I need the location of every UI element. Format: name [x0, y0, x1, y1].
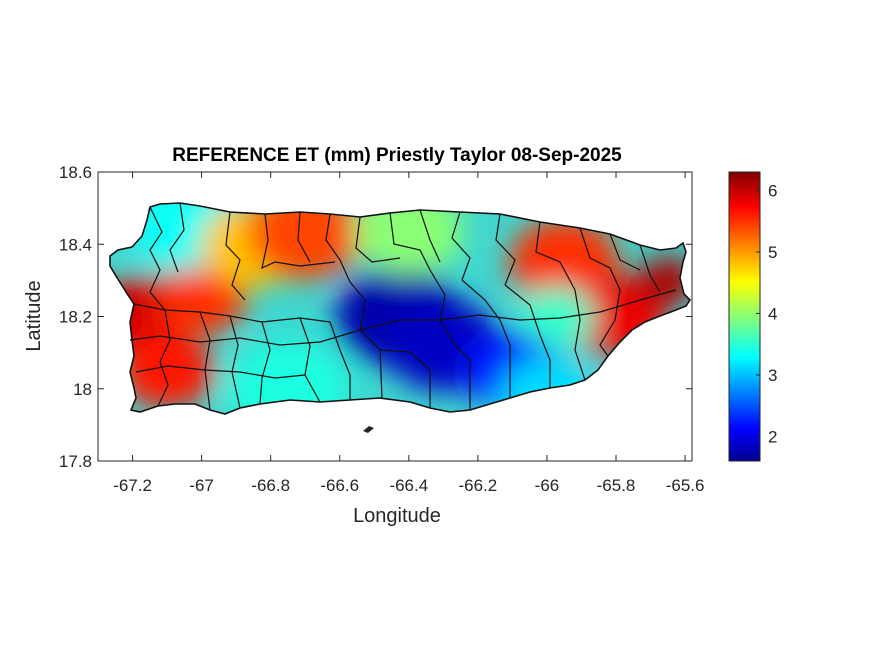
colorbar-tick-label: 2	[768, 427, 777, 446]
island-coastline	[109, 202, 692, 415]
x-axis-ticks: -67.2 -67 -66.8 -66.6 -66.4 -66.2 -66 -65.8 -65.…	[113, 172, 704, 495]
boundary-line	[355, 216, 401, 263]
boundary-line	[199, 311, 211, 411]
boundary-line	[574, 289, 586, 381]
colorbar-tick-label: 5	[768, 243, 777, 262]
colorbar	[728, 171, 761, 462]
boundary-line	[419, 209, 441, 263]
boundary-line	[429, 269, 471, 410]
boundary-line	[329, 321, 351, 400]
x-tick-label: -66	[535, 476, 560, 495]
boundary-line	[504, 284, 551, 388]
y-tick-label: 18.2	[59, 308, 92, 327]
boundary-line	[261, 213, 336, 270]
boundary-line	[225, 211, 246, 301]
boundary-line	[609, 233, 641, 271]
boundary-line	[461, 279, 511, 398]
x-tick-label: -66.8	[251, 476, 290, 495]
y-tick-label: 18.6	[59, 163, 92, 182]
boundary-line	[129, 329, 361, 346]
chart-title: REFERENCE ET (mm) Priestly Taylor 08-Sep…	[172, 145, 622, 166]
boundary-line	[579, 227, 621, 291]
boundary-line	[599, 289, 621, 357]
colorbar-tick-label: 3	[768, 366, 777, 385]
boundary-line	[535, 221, 576, 291]
colorbar-tick-label: 6	[768, 181, 777, 200]
municipal-boundaries	[129, 202, 677, 411]
boundary-line	[379, 349, 431, 408]
boundary-line	[639, 244, 661, 293]
x-tick-label: -65.8	[597, 476, 636, 495]
x-tick-label: -66.6	[320, 476, 359, 495]
heat-region-east-interior	[519, 286, 595, 347]
boundary-line	[325, 213, 351, 283]
boundary-line	[259, 321, 271, 405]
colorbar-ticks: 2 3 4 5 6	[756, 181, 777, 446]
boundary-line	[297, 211, 311, 263]
boundary-line	[451, 211, 471, 281]
boundary-line	[229, 315, 241, 409]
colorbar-tick-label: 4	[768, 304, 777, 323]
heat-region-southwest	[119, 332, 215, 409]
heat-region-western-interior	[156, 262, 247, 335]
x-tick-label: -65.6	[666, 476, 705, 495]
x-axis-label: Longitude	[353, 505, 441, 527]
x-tick-label: -67	[189, 476, 214, 495]
boundary-line	[157, 309, 171, 407]
x-tick-label: -67.2	[113, 476, 152, 495]
boundary-line	[495, 213, 516, 286]
x-tick-label: -66.2	[459, 476, 498, 495]
boundary-line	[149, 206, 166, 311]
y-axis-ticks: 17.8 18 18.2 18.4 18.6	[59, 163, 692, 471]
boundary-line	[169, 202, 185, 273]
y-axis-label: Latitude	[23, 280, 45, 351]
y-tick-label: 18.4	[59, 235, 92, 254]
y-tick-label: 17.8	[59, 452, 92, 471]
x-tick-label: -66.4	[389, 476, 428, 495]
caja-de-muertos-islet	[363, 426, 374, 433]
boundary-line	[359, 289, 677, 331]
boundary-line	[135, 365, 306, 379]
y-tick-label: 18	[73, 380, 92, 399]
boundary-line	[389, 212, 431, 271]
boundary-line	[299, 317, 321, 403]
